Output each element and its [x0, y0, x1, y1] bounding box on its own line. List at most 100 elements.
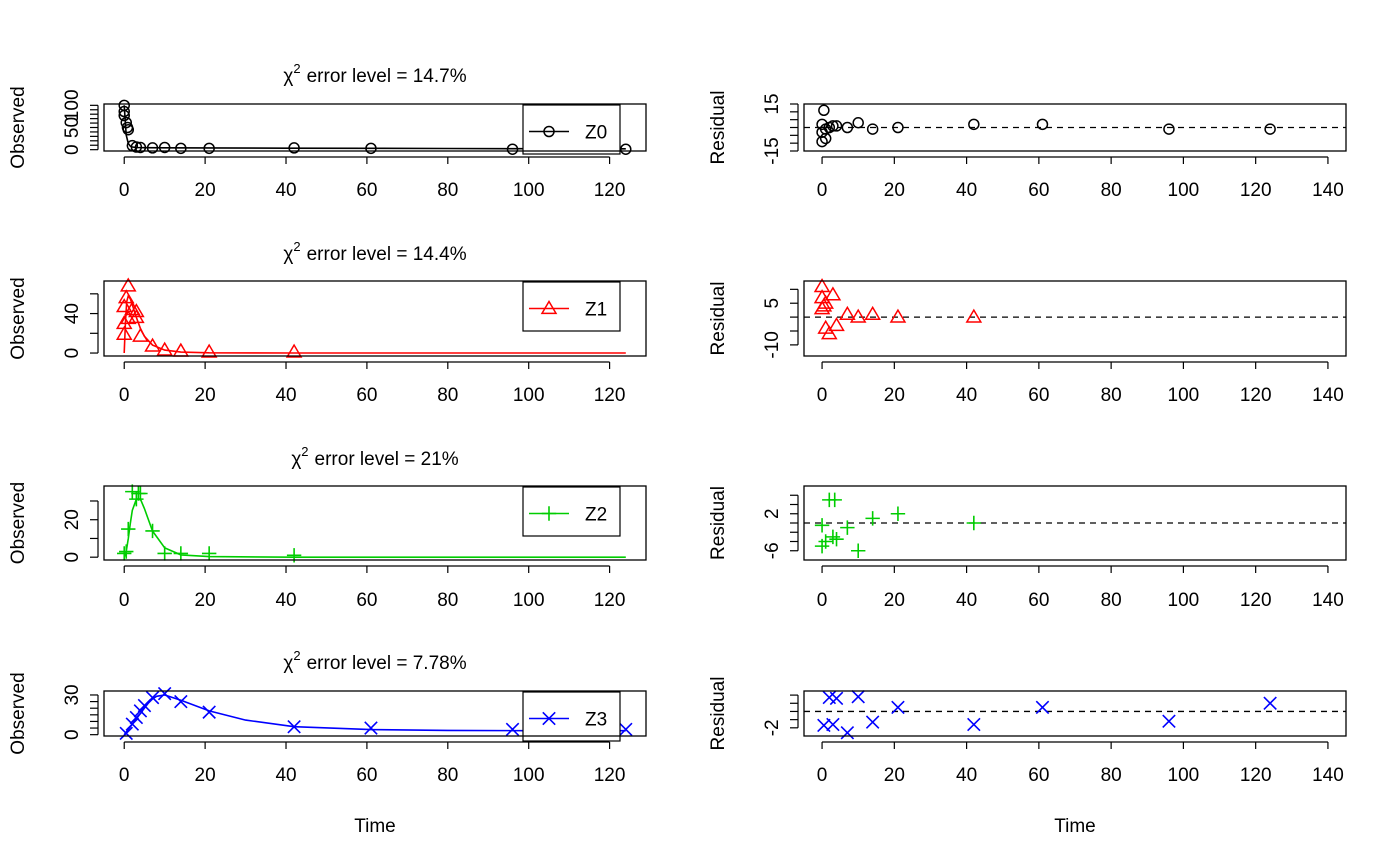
legend-label: Z2	[585, 505, 607, 526]
panel-title: χ2 error level = 14.7%	[283, 61, 466, 87]
data-point	[203, 142, 215, 155]
x-tick-label: 60	[1028, 180, 1049, 201]
y-axis: -15 15	[762, 93, 799, 165]
x-tick-label: 0	[119, 765, 130, 786]
x-tick-label: 0	[119, 180, 130, 201]
data-point	[892, 121, 904, 134]
y-tick-label: 0	[62, 552, 83, 563]
panel-title: χ2 error level = 21%	[291, 444, 458, 470]
legend-label: Z0	[585, 123, 607, 144]
x-tick-label: 20	[195, 590, 216, 611]
data-points	[115, 277, 303, 358]
data-point	[119, 277, 137, 292]
y-tick-label: 0	[62, 144, 83, 155]
plot-frame	[103, 280, 647, 357]
x-tick-label: 100	[513, 765, 545, 786]
x-tick-label: 60	[1028, 765, 1049, 786]
data-point	[125, 484, 140, 499]
x-tick-label: 100	[1168, 180, 1200, 201]
x-tick-label: 120	[1240, 765, 1272, 786]
x-tick-label: 0	[817, 765, 828, 786]
plot-frame	[103, 103, 647, 152]
data-point	[828, 316, 845, 332]
x-tick-label: 100	[1168, 765, 1200, 786]
data-point	[118, 109, 130, 122]
x-tick-label: 80	[437, 590, 458, 611]
data-point	[128, 303, 145, 318]
data-point	[133, 486, 148, 501]
data-point	[849, 308, 867, 323]
y-axis-label: Observed	[8, 672, 29, 754]
x-tick-label: 100	[1168, 385, 1200, 406]
y-axis-label: Residual	[708, 486, 729, 560]
y-tick-label: 15	[762, 93, 783, 114]
data-points	[119, 686, 633, 741]
data-point	[824, 286, 842, 301]
data-point	[157, 546, 172, 561]
x-tick-label: 80	[437, 385, 458, 406]
residual-panel-z1: Residual 0 20 40 60 80 100 120 140 -10 5	[708, 278, 1347, 406]
legend-marker	[541, 506, 557, 521]
residual-panel-z0: Residual 0 20 40 60 80 100 120 140 -15 15	[708, 91, 1347, 201]
data-point	[968, 118, 980, 131]
x-tick-label: 80	[1101, 765, 1122, 786]
plot-frame	[803, 280, 1347, 357]
data-point	[967, 717, 981, 732]
data-point	[814, 518, 830, 533]
data-point	[285, 343, 303, 358]
y-tick-label: 0	[62, 348, 83, 359]
x-tick-label: 60	[356, 180, 377, 201]
data-point	[866, 123, 879, 135]
data-point	[840, 725, 855, 740]
legend-marker	[543, 125, 555, 138]
legend-marker	[540, 300, 558, 315]
x-tick-label: 100	[1168, 590, 1200, 611]
data-point	[820, 325, 838, 340]
x-tick-label: 40	[956, 590, 977, 611]
y-tick-label: 40	[62, 303, 83, 324]
x-tick-label: 140	[1312, 765, 1344, 786]
data-point	[827, 120, 839, 132]
data-point	[865, 715, 880, 729]
data-point	[1162, 714, 1176, 729]
x-tick-label: 40	[956, 385, 977, 406]
data-point	[826, 717, 840, 732]
data-point	[365, 142, 377, 155]
legend: Z0	[522, 104, 621, 155]
y-axis-label: Observed	[8, 482, 29, 564]
x-tick-label: 100	[513, 180, 545, 201]
panel-title: χ2 error level = 7.78%	[283, 648, 466, 674]
data-point	[134, 141, 147, 154]
fit-curve-z3	[123, 694, 626, 736]
y-axis-label: Observed	[8, 86, 29, 168]
data-point	[172, 342, 190, 357]
data-point	[829, 531, 844, 547]
y-axis: -6 2	[762, 494, 799, 559]
x-tick-label: 80	[437, 180, 458, 201]
x-tick-label: 0	[817, 385, 828, 406]
y-tick-label: 5	[762, 298, 783, 309]
data-point	[965, 308, 983, 323]
data-point	[827, 492, 842, 508]
x-tick-label: 20	[884, 765, 905, 786]
data-point	[825, 529, 841, 545]
plot-frame	[803, 485, 1347, 561]
data-point	[816, 135, 828, 148]
data-point	[364, 721, 378, 735]
legend-box	[522, 691, 621, 742]
y-axis: 0 30	[62, 684, 99, 740]
data-points	[817, 689, 1277, 740]
y-tick-label: -6	[762, 542, 783, 559]
data-point	[115, 325, 133, 340]
data-point	[174, 694, 188, 709]
x-axis: 0 20 40 60 80 100 120 140	[817, 361, 1344, 406]
data-point	[118, 105, 130, 118]
data-point	[891, 700, 905, 715]
data-point	[619, 722, 633, 737]
legend: Z1	[522, 281, 621, 332]
title-chi-symbol: χ	[283, 244, 293, 265]
x-tick-label: 40	[956, 180, 977, 201]
title-text: error level = 14.7%	[307, 66, 467, 87]
